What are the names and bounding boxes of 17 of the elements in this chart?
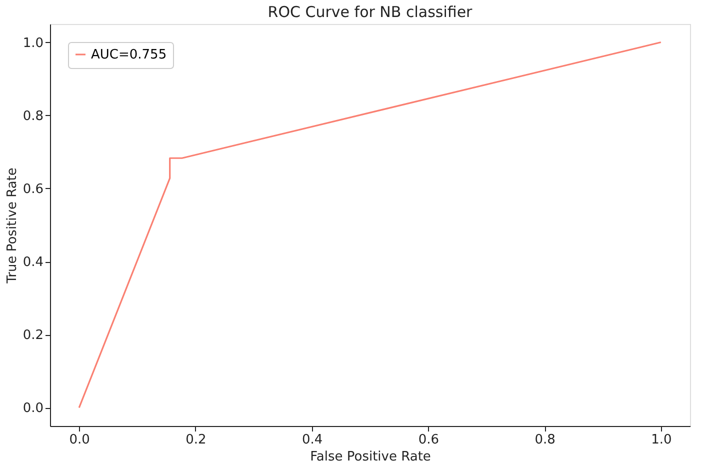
line-series <box>78 41 662 409</box>
legend-label: AUC=0.755 <box>91 48 167 62</box>
y-tick-label: 0.6 <box>22 182 44 197</box>
chart-title: ROC Curve for NB classifier <box>268 3 474 21</box>
y-tick-label: 0.8 <box>22 108 44 124</box>
x-tick-label: 0.6 <box>418 432 440 448</box>
y-tick-label: 0.2 <box>22 328 44 344</box>
x-tick-label: 0.4 <box>302 432 323 448</box>
x-tick-label: 0.0 <box>69 432 90 448</box>
y-tick-label: 1.0 <box>22 36 44 51</box>
x-tick-label: 0.2 <box>186 432 206 448</box>
x-tick-label: 1.0 <box>651 432 672 448</box>
y-axis-title: True Positive Rate <box>4 168 20 284</box>
y-tick-label: 0.4 <box>22 255 44 270</box>
x-tick-label: 0.8 <box>534 432 556 448</box>
x-axis-title: False Positive Rate <box>310 450 431 464</box>
y-tick-label: 0.0 <box>22 401 44 416</box>
